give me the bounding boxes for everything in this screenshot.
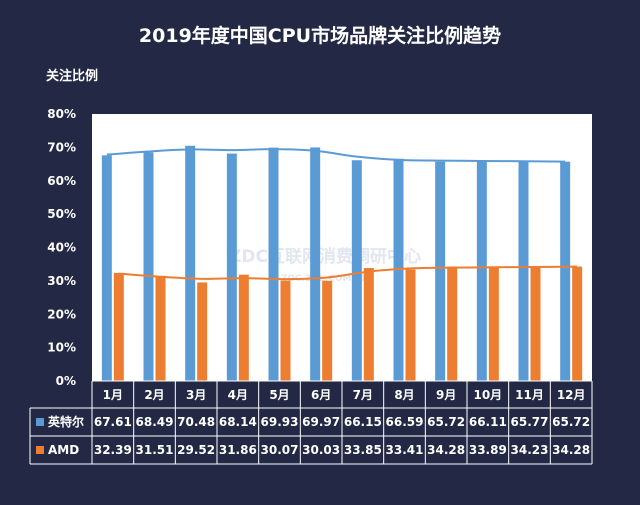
x-category-label: 2月: [144, 388, 164, 402]
trendlines-group: [106, 148, 578, 281]
x-category-label: 3月: [186, 388, 206, 402]
intel-value-label: 70.48: [177, 415, 215, 429]
amd-value-label: 33.85: [344, 443, 382, 457]
chart-title: 2019年度中国CPU市场品牌关注比例趋势: [139, 24, 501, 47]
intel-bar: [268, 147, 279, 381]
bars-group: [101, 145, 583, 381]
amd-bar: [155, 275, 166, 381]
y-tick-label: 30%: [47, 274, 76, 288]
amd-bar: [322, 280, 333, 381]
amd-value-label: 34.28: [427, 443, 465, 457]
amd-bar: [488, 267, 499, 381]
intel-trendline: [106, 148, 566, 163]
intel-value-label: 69.97: [302, 415, 340, 429]
intel-value-label: 66.15: [344, 415, 382, 429]
y-tick-label: 40%: [47, 241, 76, 255]
amd-bar: [238, 274, 249, 381]
amd-value-label: 34.23: [511, 443, 549, 457]
intel-bar: [518, 161, 529, 381]
intel-bar: [226, 153, 237, 381]
intel-bar: [560, 161, 571, 381]
x-category-label: 7月: [353, 388, 373, 402]
x-category-label: 4月: [228, 388, 248, 402]
x-category-label: 6月: [311, 388, 331, 402]
amd-value-label: 29.52: [177, 443, 215, 457]
intel-bar: [101, 155, 112, 381]
amd-value-label: 30.03: [302, 443, 340, 457]
intel-value-label: 68.14: [219, 415, 257, 429]
x-category-label: 1月: [103, 388, 123, 402]
plot-area: [92, 114, 592, 381]
y-tick-label: 10%: [47, 341, 76, 355]
y-tick-label: 50%: [47, 207, 76, 221]
y-axis-label: 关注比例: [46, 68, 98, 84]
y-tick-label: 60%: [47, 174, 76, 188]
x-category-label: 11月: [515, 388, 544, 402]
intel-legend-swatch: [36, 418, 44, 426]
intel-legend-label: 英特尔: [48, 414, 84, 429]
amd-value-label: 34.28: [552, 443, 590, 457]
amd-value-label: 33.89: [469, 443, 507, 457]
amd-value-label: 32.39: [94, 443, 132, 457]
amd-bar: [363, 268, 374, 381]
intel-bar: [185, 145, 196, 381]
amd-bar: [197, 282, 208, 381]
y-tick-label: 80%: [47, 107, 76, 121]
amd-bar: [405, 269, 416, 381]
amd-value-label: 30.07: [261, 443, 299, 457]
amd-bar: [447, 266, 458, 381]
y-tick-label: 20%: [47, 307, 76, 321]
intel-value-label: 65.77: [511, 415, 549, 429]
intel-value-label: 65.72: [427, 415, 465, 429]
intel-bar: [310, 147, 321, 381]
y-axis-ticks: 0% 10% 20% 30% 40% 50% 60% 70% 80%: [47, 107, 76, 388]
amd-value-label: 33.41: [386, 443, 424, 457]
watermark-text-url: ZDC.ZOL.COM.CN: [281, 274, 369, 284]
y-tick-label: 0%: [56, 374, 76, 388]
x-category-label: 8月: [394, 388, 414, 402]
amd-bar: [280, 280, 291, 381]
intel-bar: [351, 160, 362, 381]
y-tick-label: 70%: [47, 140, 76, 154]
intel-value-label: 65.72: [552, 415, 590, 429]
watermark-text-main: ZDC互联网消费调研中心: [229, 246, 421, 267]
x-category-label: 12月: [557, 388, 586, 402]
intel-bar: [435, 161, 446, 381]
intel-value-label: 67.61: [94, 415, 132, 429]
amd-bar: [572, 266, 583, 381]
amd-bar: [530, 266, 541, 381]
amd-legend-label: AMD: [48, 443, 79, 457]
amd-trendline: [118, 265, 578, 281]
intel-value-label: 66.59: [386, 415, 424, 429]
amd-value-label: 31.86: [219, 443, 257, 457]
amd-bar: [113, 272, 124, 381]
intel-value-label: 66.11: [469, 415, 507, 429]
amd-value-label: 31.51: [136, 443, 174, 457]
intel-bar: [143, 152, 154, 381]
x-category-label: 9月: [436, 388, 456, 402]
amd-legend-swatch: [36, 446, 44, 454]
x-category-label: 10月: [473, 388, 502, 402]
intel-value-label: 68.49: [136, 415, 174, 429]
x-category-label: 5月: [269, 388, 289, 402]
intel-bar: [476, 160, 487, 381]
intel-value-label: 69.93: [261, 415, 299, 429]
